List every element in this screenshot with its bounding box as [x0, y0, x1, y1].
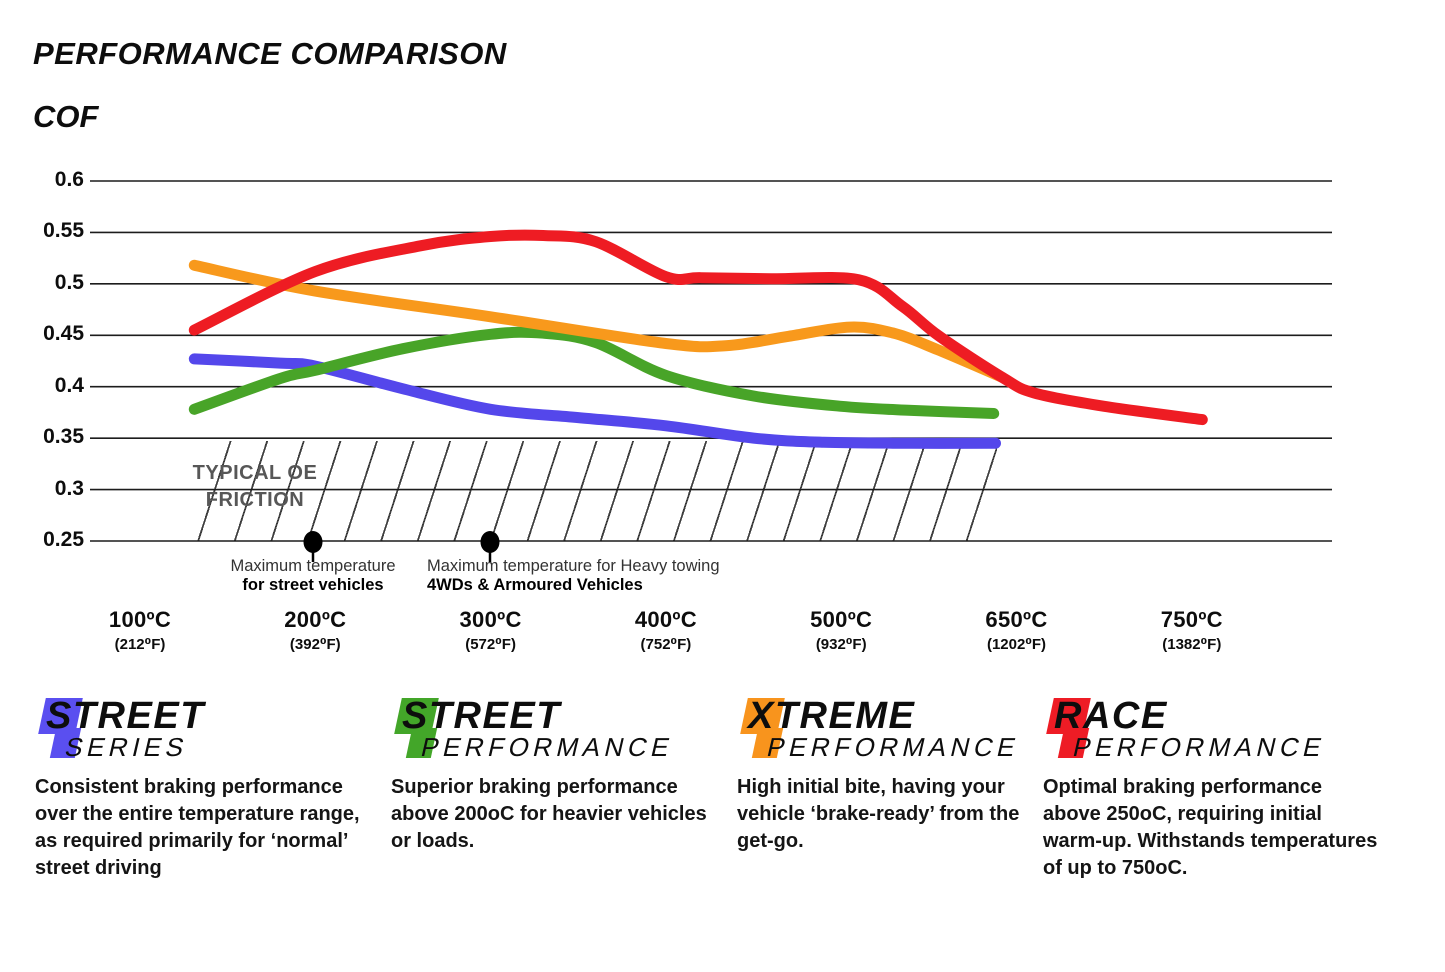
xtreme-performance-description: High initial bite, having your vehicle ‘… [737, 776, 1020, 852]
street-series-logo: STREET SERIES [35, 695, 375, 765]
x-tick-celsius: 300ºC [459, 607, 522, 632]
x-tick-fahrenheit: (752⁰F) [640, 636, 692, 653]
typical-oe-friction-zone [195, 441, 997, 541]
series-line-street-series [188, 353, 1001, 449]
series-line-xtreme-performance [188, 259, 1008, 383]
marker-label: Maximum temperature for street vehicles [230, 557, 395, 594]
x-tick-celsius: 100ºC [108, 607, 172, 632]
x-tick-celsius: 200ºC [284, 607, 347, 632]
x-tick-celsius: 650ºC [985, 607, 1048, 632]
y-tick-label: 0.35 [43, 425, 84, 449]
y-tick-label: 0.25 [43, 528, 84, 551]
oe-label-line2: FRICTION [205, 489, 305, 511]
y-tick-label: 0.55 [43, 219, 84, 243]
y-tick-label: 0.4 [54, 373, 84, 397]
marker-label-line1: Maximum temperature [230, 557, 396, 575]
street-series-description: Consistent braking performance over the … [35, 776, 360, 879]
x-tick-label: 750ºC (1382⁰F) [1104, 607, 1280, 653]
x-tick-label: 100ºC (212⁰F) [52, 607, 228, 653]
x-tick-label: 650ºC (1202⁰F) [929, 607, 1105, 653]
x-tick-fahrenheit: (932⁰F) [815, 636, 867, 653]
marker-label-line1: Maximum temperature for Heavy towing [427, 557, 720, 575]
x-tick-celsius: 400ºC [634, 607, 697, 632]
street-performance-description: Superior braking performance above 200oC… [391, 776, 707, 852]
street-performance-logo: STREET PERFORMANCE [391, 695, 726, 765]
street-performance-brand-word: STREET [402, 695, 561, 737]
y-tick-label: 0.3 [54, 476, 84, 500]
marker-label-line2: 4WDs & Armoured Vehicles [427, 576, 643, 594]
x-tick-fahrenheit: (212⁰F) [114, 636, 166, 653]
x-tick-label: 500ºC (932⁰F) [753, 607, 929, 653]
legend-street-series: STREET SERIES Consistent braking perform… [35, 695, 375, 882]
street-series-sub-word: SERIES [62, 732, 192, 762]
xtreme-performance-brand-word: XTREME [748, 695, 916, 737]
xtreme-performance-sub-word: PERFORMANCE [764, 732, 1023, 762]
x-tick-celsius: 500ºC [810, 607, 873, 632]
x-tick-fahrenheit: (572⁰F) [465, 636, 516, 653]
x-tick-celsius: 750ºC [1160, 607, 1223, 632]
page-title: PERFORMANCE COMPARISON [33, 36, 507, 71]
x-tick-label: 400ºC (752⁰F) [578, 607, 754, 653]
marker-label: Maximum temperature for Heavy towing 4WDs… [427, 557, 720, 594]
x-tick-fahrenheit: (1382⁰F) [1162, 636, 1222, 653]
race-performance-description: Optimal braking performance above 250oC,… [1043, 776, 1378, 879]
marker-label-line2: for street vehicles [242, 576, 384, 594]
legend-street-performance: STREET PERFORMANCE Superior braking perf… [391, 695, 726, 855]
y-axis-title: COF [33, 99, 99, 134]
legend-xtreme-performance: XTREME PERFORMANCE High initial bite, ha… [737, 695, 1023, 855]
legend-race-performance: RACE PERFORMANCE Optimal braking perform… [1043, 695, 1378, 882]
xtreme-performance-logo: XTREME PERFORMANCE [737, 695, 1023, 765]
street-series-brand-word: STREET [46, 695, 205, 737]
y-tick-label: 0.5 [54, 270, 84, 294]
typical-oe-friction-label: TYPICAL OE FRICTION [187, 460, 323, 514]
oe-label-line1: TYPICAL OE [192, 462, 318, 484]
race-performance-logo: RACE PERFORMANCE [1043, 695, 1378, 765]
series-line-street-performance [188, 326, 1000, 419]
race-performance-sub-word: PERFORMANCE [1070, 732, 1329, 762]
y-tick-label: 0.6 [54, 168, 84, 191]
race-performance-brand-word: RACE [1054, 695, 1168, 737]
x-tick-label: 300ºC (572⁰F) [403, 607, 579, 653]
series-line-race-performance [188, 229, 1208, 426]
x-tick-fahrenheit: (1202⁰F) [986, 636, 1047, 653]
x-tick-label: 200ºC (392⁰F) [227, 607, 403, 653]
y-tick-label: 0.45 [43, 322, 84, 346]
street-performance-sub-word: PERFORMANCE [418, 732, 677, 762]
x-tick-fahrenheit: (392⁰F) [289, 636, 341, 653]
